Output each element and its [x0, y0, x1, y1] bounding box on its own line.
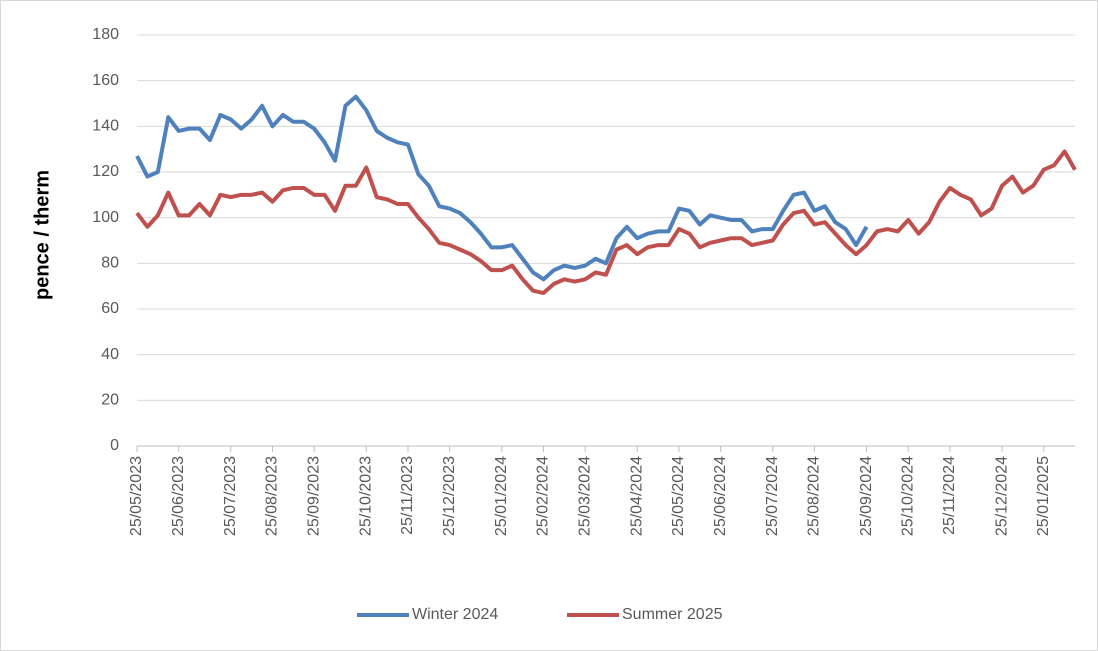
x-tick-label: 25/08/2023	[264, 456, 281, 536]
x-tick-label: 25/02/2024	[535, 456, 552, 536]
y-tick-label: 60	[101, 300, 119, 317]
x-tick-label: 25/10/2023	[358, 456, 375, 536]
x-tick-label: 25/10/2024	[899, 456, 916, 536]
x-tick-label: 25/09/2024	[858, 456, 875, 536]
x-tick-label: 25/06/2023	[170, 456, 187, 536]
x-tick-label: 25/08/2024	[806, 456, 823, 536]
y-tick-label: 20	[101, 392, 119, 409]
x-tick-label: 25/01/2025	[1035, 456, 1052, 536]
y-tick-label: 100	[92, 209, 119, 226]
y-tick-label: 160	[92, 72, 119, 89]
x-tick-label: 25/12/2023	[441, 456, 458, 536]
x-tick-label: 25/11/2024	[941, 456, 958, 535]
x-tick-label: 25/05/2024	[670, 456, 687, 536]
x-tick-label: 25/09/2023	[305, 456, 322, 536]
y-tick-label: 0	[110, 437, 119, 454]
y-tick-label: 180	[92, 26, 119, 43]
x-tick-label: 25/07/2024	[764, 456, 781, 536]
x-tick-label: 25/12/2024	[993, 456, 1010, 536]
series-line	[135, 149, 1077, 296]
legend-label: Summer 2025	[622, 606, 723, 623]
y-tick-label: 80	[101, 255, 119, 272]
x-tick-label: 25/03/2024	[576, 456, 593, 536]
legend-label: Winter 2024	[412, 606, 498, 623]
y-tick-label: 140	[92, 118, 119, 135]
x-tick-label: 25/07/2023	[222, 456, 239, 536]
series-line	[135, 94, 869, 282]
x-tick-label: 25/06/2024	[712, 456, 729, 536]
x-tick-label: 25/11/2023	[399, 456, 416, 535]
y-axis-label: pence / therm	[31, 170, 53, 300]
y-tick-label: 40	[101, 346, 119, 363]
x-tick-label: 25/04/2024	[628, 456, 645, 536]
x-tick-label: 25/05/2023	[128, 456, 145, 536]
x-tick-label: 25/01/2024	[493, 456, 510, 536]
y-tick-label: 120	[92, 163, 119, 180]
